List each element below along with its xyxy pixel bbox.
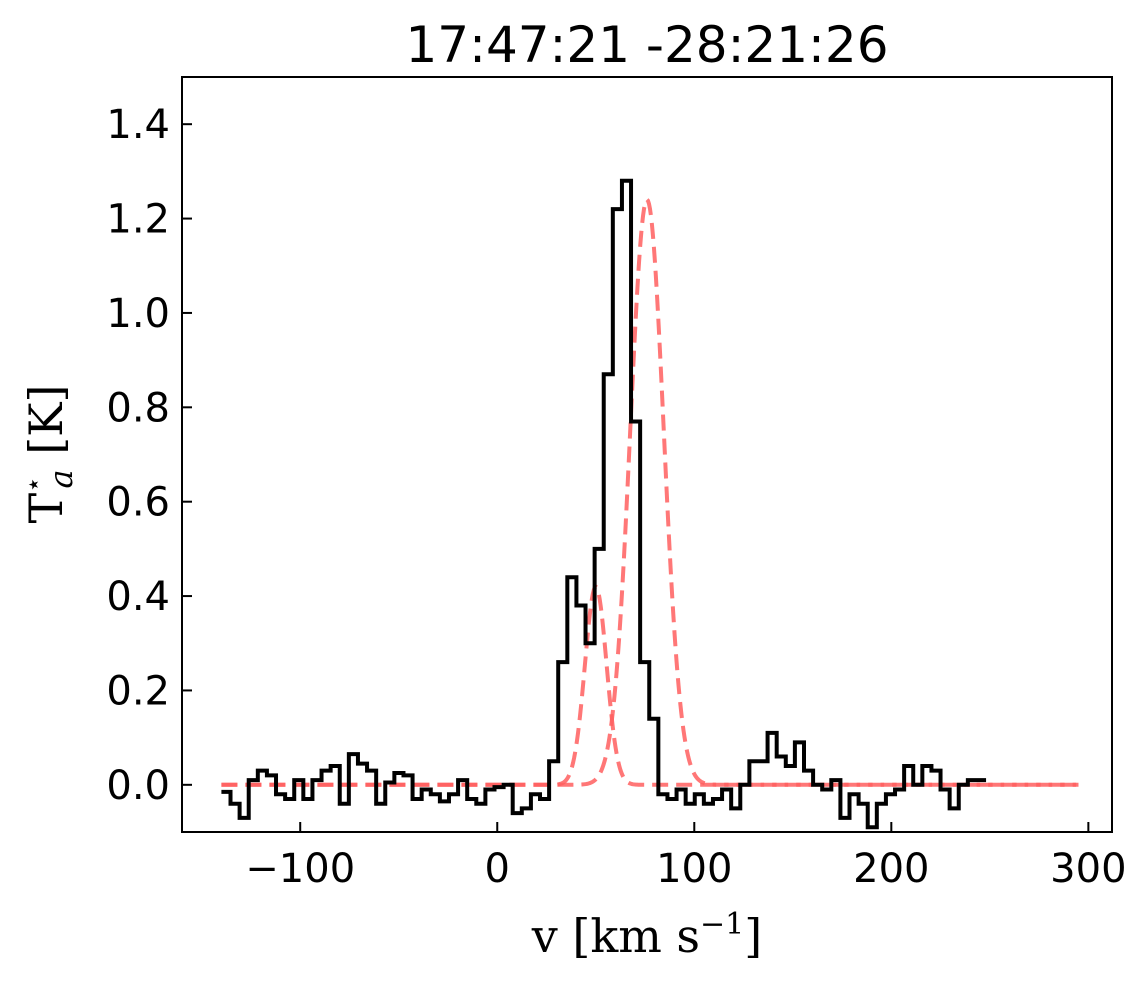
x-tick-label: 100 (656, 846, 732, 892)
x-axis-label: v [km s−1] (531, 907, 762, 963)
x-tick-label: −100 (245, 846, 355, 892)
y-tick-label: 0.0 (106, 763, 170, 809)
plot-frame (181, 76, 1113, 833)
y-axis-label: T⋆a [K] (19, 385, 80, 524)
y-axis-label-unit: [K] (19, 385, 73, 470)
y-tick-label: 0.6 (106, 480, 170, 526)
x-axis-label-exponent: −1 (700, 907, 744, 942)
y-tick-label: 0.8 (106, 385, 170, 431)
x-axis-label-main: v [km s (531, 909, 700, 963)
y-tick-label: 1.4 (106, 102, 170, 148)
y-tick-label: 1.0 (106, 291, 170, 337)
x-axis-ticks: −100 0 100 200 300 (245, 822, 1127, 892)
x-tick-label: 200 (853, 846, 929, 892)
y-axis-label-star: ⋆ (19, 477, 49, 493)
y-tick-label: 1.2 (106, 197, 170, 243)
y-axis-label-main: T (19, 492, 73, 523)
y-axis-label-subscript: a (42, 469, 80, 488)
y-axis-ticks: 0.0 0.2 0.4 0.6 0.8 1.0 1.2 1.4 (106, 102, 192, 809)
chart-title: 17:47:21 -28:21:26 (405, 16, 888, 74)
x-tick-label: 0 (485, 846, 510, 892)
y-tick-label: 0.2 (106, 668, 170, 714)
fit-components (221, 196, 1079, 787)
x-tick-label: 300 (1050, 846, 1126, 892)
x-axis-label-close: ] (744, 909, 762, 963)
y-tick-label: 0.4 (106, 574, 170, 620)
spectrum-step-line (221, 178, 987, 830)
gaussian-fit-component-1 (221, 196, 1079, 787)
